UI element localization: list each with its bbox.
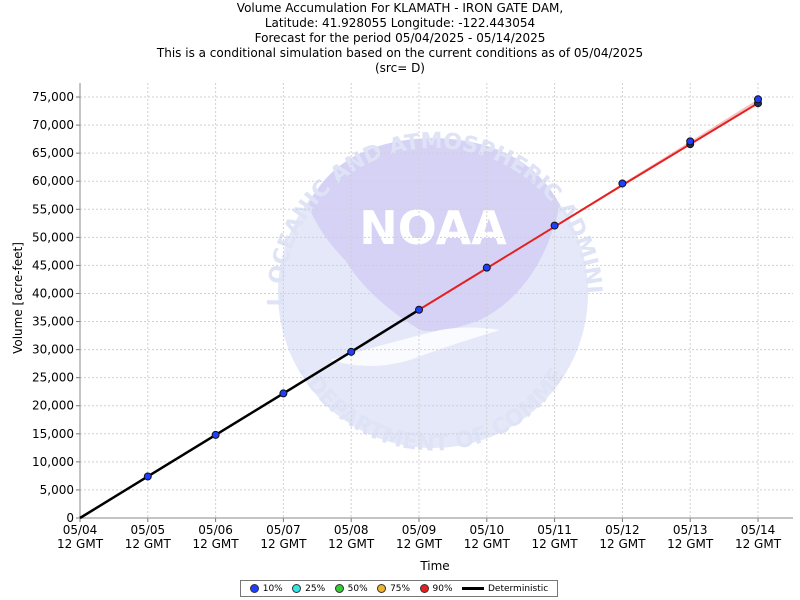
y-tick-label: 55,000 xyxy=(32,202,74,216)
x-tick-sublabel: 12 GMT xyxy=(532,537,579,551)
x-tick-label: 05/09 xyxy=(402,523,437,537)
x-tick-sublabel: 12 GMT xyxy=(599,537,646,551)
series-point-10 xyxy=(618,179,627,188)
series-point-10 xyxy=(347,347,356,356)
legend-marker-25 xyxy=(292,584,302,593)
series-line-90 xyxy=(418,102,759,311)
y-tick-label: 15,000 xyxy=(32,427,74,441)
series-lines xyxy=(79,99,759,520)
series-points xyxy=(143,95,762,481)
title-line-4: This is a conditional simulation based o… xyxy=(156,46,644,60)
y-tick-label: 40,000 xyxy=(32,286,74,300)
y-tick-label: 10,000 xyxy=(32,455,74,469)
legend-label-10: 10% xyxy=(262,583,283,594)
series-point-10 xyxy=(415,305,423,314)
chart-title: Volume Accumulation For KLAMATH - IRON G… xyxy=(0,0,800,76)
legend: 10% 25% 50% 75% 90% Deterministic xyxy=(240,580,558,597)
series-point-10 xyxy=(482,263,491,272)
legend-item-10: 10% xyxy=(249,583,283,594)
axes: 0 5,000 10,000 15,000 20,000 25,000 30,000 35,0… xyxy=(32,83,793,551)
x-tick-label: 05/07 xyxy=(266,523,301,537)
legend-label-50: 50% xyxy=(347,583,368,594)
legend-item-25: 25% xyxy=(292,584,325,594)
x-tick-sublabel: 12 GMT xyxy=(260,537,307,551)
y-tick-label: 0 xyxy=(66,511,74,525)
legend-marker-75 xyxy=(377,584,387,593)
x-tick-label: 05/10 xyxy=(470,523,505,537)
x-tick-sublabel: 12 GMT xyxy=(396,537,443,551)
y-tick-label: 45,000 xyxy=(32,258,74,272)
series-point-10 xyxy=(754,95,762,104)
x-axis-label: Time xyxy=(419,559,449,573)
y-tick-label: 35,000 xyxy=(32,315,74,329)
title-line-5: (src= D) xyxy=(375,61,425,75)
legend-label-75: 75% xyxy=(390,583,411,594)
series-point-10 xyxy=(550,221,559,230)
y-tick-label: 30,000 xyxy=(32,343,74,357)
legend-line-deterministic xyxy=(461,587,484,590)
legend-label-90: 90% xyxy=(432,583,453,594)
legend-marker-10 xyxy=(249,584,259,593)
x-tick-sublabel: 12 GMT xyxy=(667,537,714,551)
x-tick-sublabel: 12 GMT xyxy=(57,537,104,551)
y-tick-label: 5,000 xyxy=(40,483,74,497)
series-point-10 xyxy=(686,137,695,146)
legend-item-90: 90% xyxy=(419,583,453,594)
legend-item-deterministic: Deterministic xyxy=(461,583,549,594)
series-point-10 xyxy=(279,389,288,398)
legend-marker-90 xyxy=(419,584,429,593)
x-tick-sublabel: 12 GMT xyxy=(464,537,511,551)
title-line-2: Latitude: 41.928055 Longitude: -122.4430… xyxy=(264,16,536,30)
y-tick-label: 75,000 xyxy=(32,90,74,104)
legend-item-75: 75% xyxy=(377,584,410,594)
y-tick-label: 25,000 xyxy=(32,371,74,385)
x-tick-label: 05/06 xyxy=(198,523,233,537)
title-line-3: Forecast for the period 05/04/2025 - 05/… xyxy=(254,31,546,45)
title-line-1: Volume Accumulation For KLAMATH - IRON G… xyxy=(236,1,564,15)
x-tick-sublabel: 12 GMT xyxy=(125,537,172,551)
x-tick-label: 05/12 xyxy=(605,523,640,537)
series-point-10 xyxy=(211,430,220,439)
noaa-wordmark: NOAA xyxy=(359,201,507,255)
x-tick-label: 05/08 xyxy=(334,523,369,537)
legend-label-25: 25% xyxy=(305,583,326,594)
y-axis-label: Volume [acre-feet] xyxy=(11,242,25,354)
y-tick-label: 65,000 xyxy=(32,146,74,160)
x-tick-label: 05/13 xyxy=(673,523,708,537)
x-tick-label: 05/14 xyxy=(741,523,776,537)
legend-label-deterministic: Deterministic xyxy=(487,583,549,594)
x-tick-label: 05/11 xyxy=(537,523,572,537)
x-tick-label: 05/04 xyxy=(63,523,98,537)
y-tick-label: 50,000 xyxy=(32,230,74,244)
series-point-10 xyxy=(143,472,152,481)
legend-marker-50 xyxy=(334,584,344,593)
y-tick-label: 20,000 xyxy=(32,399,74,413)
x-tick-sublabel: 12 GMT xyxy=(193,537,240,551)
y-tick-label: 60,000 xyxy=(32,174,74,188)
legend-item-50: 50% xyxy=(334,583,368,594)
x-tick-label: 05/05 xyxy=(131,523,166,537)
x-tick-sublabel: 12 GMT xyxy=(735,537,782,551)
y-tick-label: 70,000 xyxy=(32,118,74,132)
x-tick-sublabel: 12 GMT xyxy=(328,537,375,551)
axis-labels: Time Volume [acre-feet] xyxy=(11,242,450,573)
series-line-deterministic xyxy=(79,308,420,520)
